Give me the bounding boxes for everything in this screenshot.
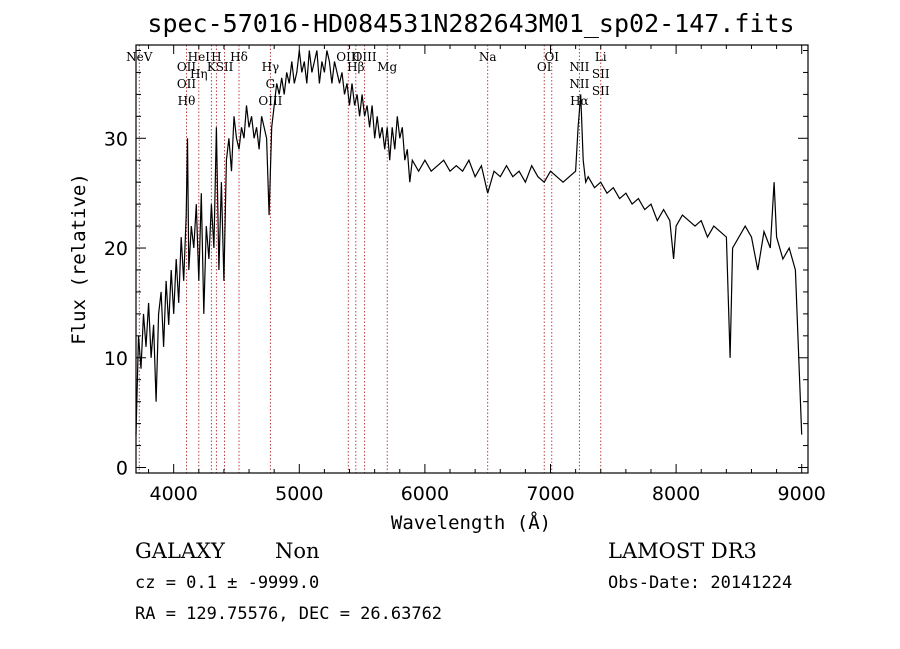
line-label: OIII	[336, 50, 360, 64]
y-tick-label: 0	[116, 458, 128, 480]
line-label: OII	[177, 77, 197, 91]
y-tick-label: 30	[104, 128, 128, 150]
x-tick-label: 4000	[150, 483, 198, 505]
x-tick-label: 8000	[652, 483, 700, 505]
object-subclass-label: Non	[275, 539, 320, 563]
line-label: Hβ	[347, 60, 364, 74]
line-label: Hγ	[262, 60, 280, 74]
spectrum-series-line	[135, 50, 803, 435]
line-label: Hη	[190, 67, 208, 81]
line-label: SII	[592, 67, 610, 81]
redshift-text: cz = 0.1 ± -9999.0	[135, 573, 319, 593]
x-tick-label: 6000	[401, 483, 449, 505]
survey-label: LAMOST DR3	[608, 539, 757, 563]
y-tick-label: 20	[104, 238, 128, 260]
x-axis-label: Wavelength (Å)	[391, 511, 551, 534]
line-label: NII	[569, 60, 589, 74]
line-label: NII	[569, 77, 589, 91]
line-label: OIII	[258, 94, 282, 108]
y-axis-label: Flux (relative)	[68, 173, 90, 345]
line-label: OI	[544, 50, 559, 64]
plot-frame	[135, 44, 809, 474]
coordinates-text: RA = 129.75576, DEC = 26.63762	[135, 604, 442, 624]
chart-title: spec-57016-HD084531N282643M01_sp02-147.f…	[147, 9, 794, 38]
line-label: Na	[479, 50, 497, 64]
line-label: OII	[177, 60, 197, 74]
line-label: Hθ	[178, 94, 196, 108]
y-tick-label: 10	[104, 348, 128, 370]
line-label: Mg	[377, 60, 397, 74]
x-tick-label: 5000	[275, 483, 323, 505]
line-label: H	[211, 50, 221, 64]
line-label: OIII	[353, 50, 377, 64]
line-label: SII	[592, 84, 610, 98]
line-label: OI	[537, 60, 552, 74]
line-label: K	[207, 60, 217, 74]
line-label: SII	[216, 60, 234, 74]
x-tick-label: 9000	[778, 483, 826, 505]
object-class-label: GALAXY	[135, 539, 226, 563]
line-label: Hδ	[230, 50, 248, 64]
line-label: Hα	[570, 94, 589, 108]
line-label: G	[266, 77, 276, 91]
obs-date-text: Obs-Date: 20141224	[608, 573, 792, 593]
line-label: NeV	[126, 50, 153, 64]
line-label: Li	[595, 50, 607, 64]
axis-ticks: 4000 5000 6000 7000 8000 9000 0 10 20 30	[104, 45, 826, 505]
line-label: HeI	[188, 50, 211, 64]
x-tick-label: 7000	[526, 483, 574, 505]
